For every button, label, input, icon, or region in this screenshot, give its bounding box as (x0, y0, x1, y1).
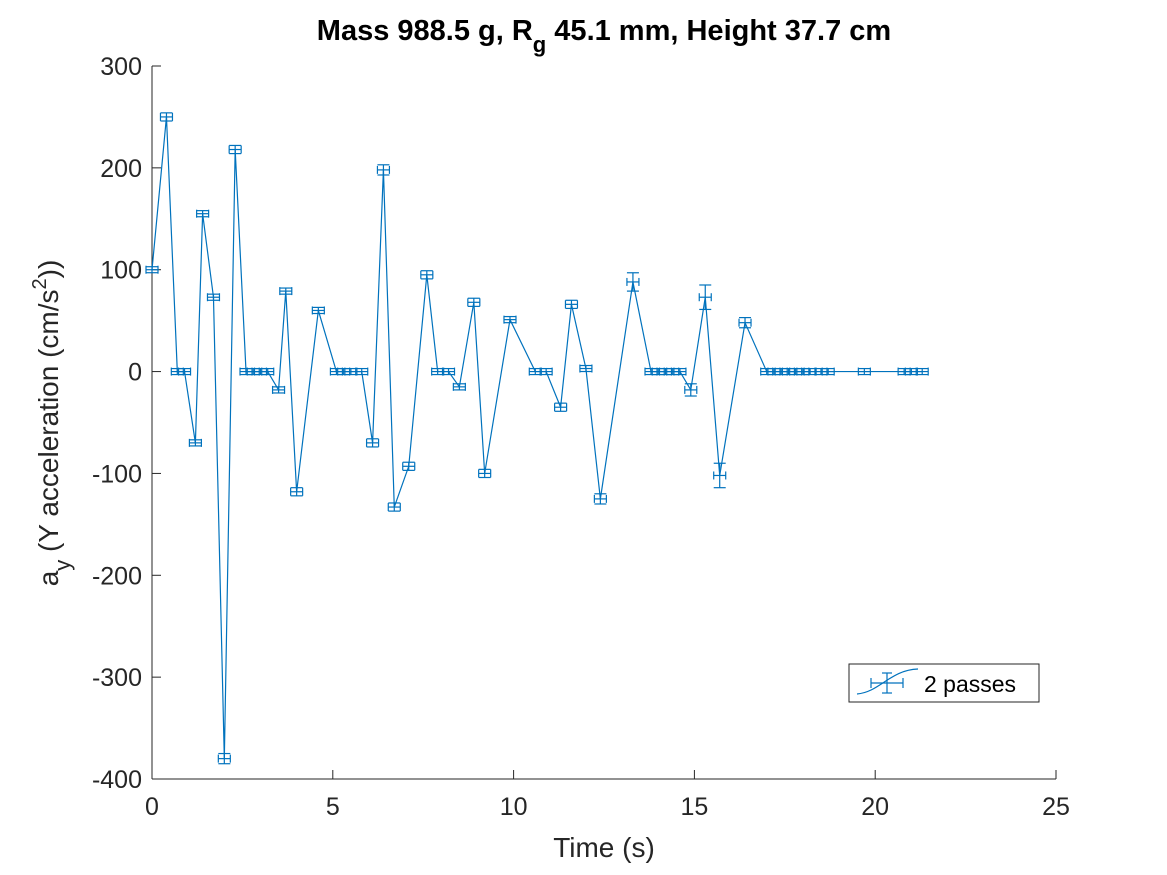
data-point (539, 367, 553, 376)
data-point (355, 367, 369, 376)
y-axis-label: ay (Y acceleration (cm/s2)) (29, 260, 75, 587)
data-point (387, 502, 401, 512)
y-axis-label-suffix: )) (33, 260, 64, 279)
legend-line-sample (856, 668, 919, 695)
data-point (528, 367, 542, 376)
data-point (452, 382, 466, 391)
data-point (684, 383, 698, 397)
data-point (311, 306, 325, 315)
x-tick-label: 10 (500, 793, 528, 821)
x-tick-label: 15 (680, 793, 708, 821)
data-point (467, 297, 481, 307)
data-point (857, 367, 871, 376)
x-tick-label: 0 (145, 793, 159, 821)
x-axis-label: Time (s) (553, 832, 655, 863)
data-point (228, 144, 242, 155)
data-point (344, 367, 358, 376)
x-tick-label: 5 (326, 793, 340, 821)
data-point (365, 438, 380, 448)
y-axis-label-middle: (Y acceleration (cm/s (33, 289, 64, 559)
data-point (554, 402, 568, 412)
data-point (290, 487, 304, 497)
data-point (821, 367, 835, 376)
y-tick-label: 300 (100, 53, 142, 81)
data-point (503, 315, 517, 324)
data-point (698, 284, 712, 311)
data-point (206, 293, 221, 302)
y-tick-label: 0 (128, 359, 142, 387)
legend-symbol (856, 668, 919, 695)
data-point (376, 164, 391, 176)
series-line (151, 116, 923, 759)
data-point (738, 316, 752, 329)
data-point (593, 493, 607, 505)
y-axis-label-superscript: 2 (29, 278, 51, 289)
chart-title-suffix: 45.1 mm, Height 37.7 cm (546, 15, 891, 47)
x-tick-label: 20 (861, 793, 889, 821)
y-tick-label: -400 (92, 766, 142, 794)
data-point (626, 272, 640, 292)
data-point (915, 367, 929, 376)
y-tick-label: -100 (92, 460, 142, 488)
chart-title: Mass 988.5 g, Rg 45.1 mm, Height 37.7 cm (317, 15, 891, 57)
data-point (904, 367, 918, 376)
data-point (159, 112, 174, 122)
data-point (803, 367, 817, 376)
legend: 2 passes (848, 663, 1040, 703)
data-point (261, 367, 275, 376)
data-point (579, 364, 593, 373)
chart-title-subscript: g (533, 32, 546, 57)
data-point (217, 752, 231, 765)
data-point (402, 461, 416, 471)
y-tick-label: -300 (92, 664, 142, 692)
data-point (713, 462, 727, 489)
data-point (441, 367, 456, 376)
data-point (271, 385, 286, 394)
data-point (431, 367, 445, 376)
data-point (188, 438, 202, 447)
y-axis-label-subscript: y (50, 560, 75, 571)
data-point (420, 270, 434, 280)
data-point (279, 287, 293, 296)
data-point (145, 265, 159, 274)
plot-axes: 0 5 10 15 20 25 -400 -300 -200 -100 0 100 200 300 (92, 53, 1070, 821)
chart-title-prefix: Mass 988.5 g, R (317, 15, 533, 47)
x-tick-label: 25 (1042, 793, 1070, 821)
data-layer (145, 112, 929, 765)
data-point (177, 367, 192, 376)
data-point (564, 299, 579, 310)
y-axis-label-prefix: a (33, 570, 64, 586)
data-point (478, 468, 492, 479)
y-tick-label: 200 (100, 155, 142, 183)
y-tick-label: 100 (100, 257, 142, 285)
legend-entry-label: 2 passes (924, 671, 1016, 697)
y-tick-label: -200 (92, 562, 142, 590)
data-point (196, 209, 210, 218)
data-point (673, 367, 687, 376)
